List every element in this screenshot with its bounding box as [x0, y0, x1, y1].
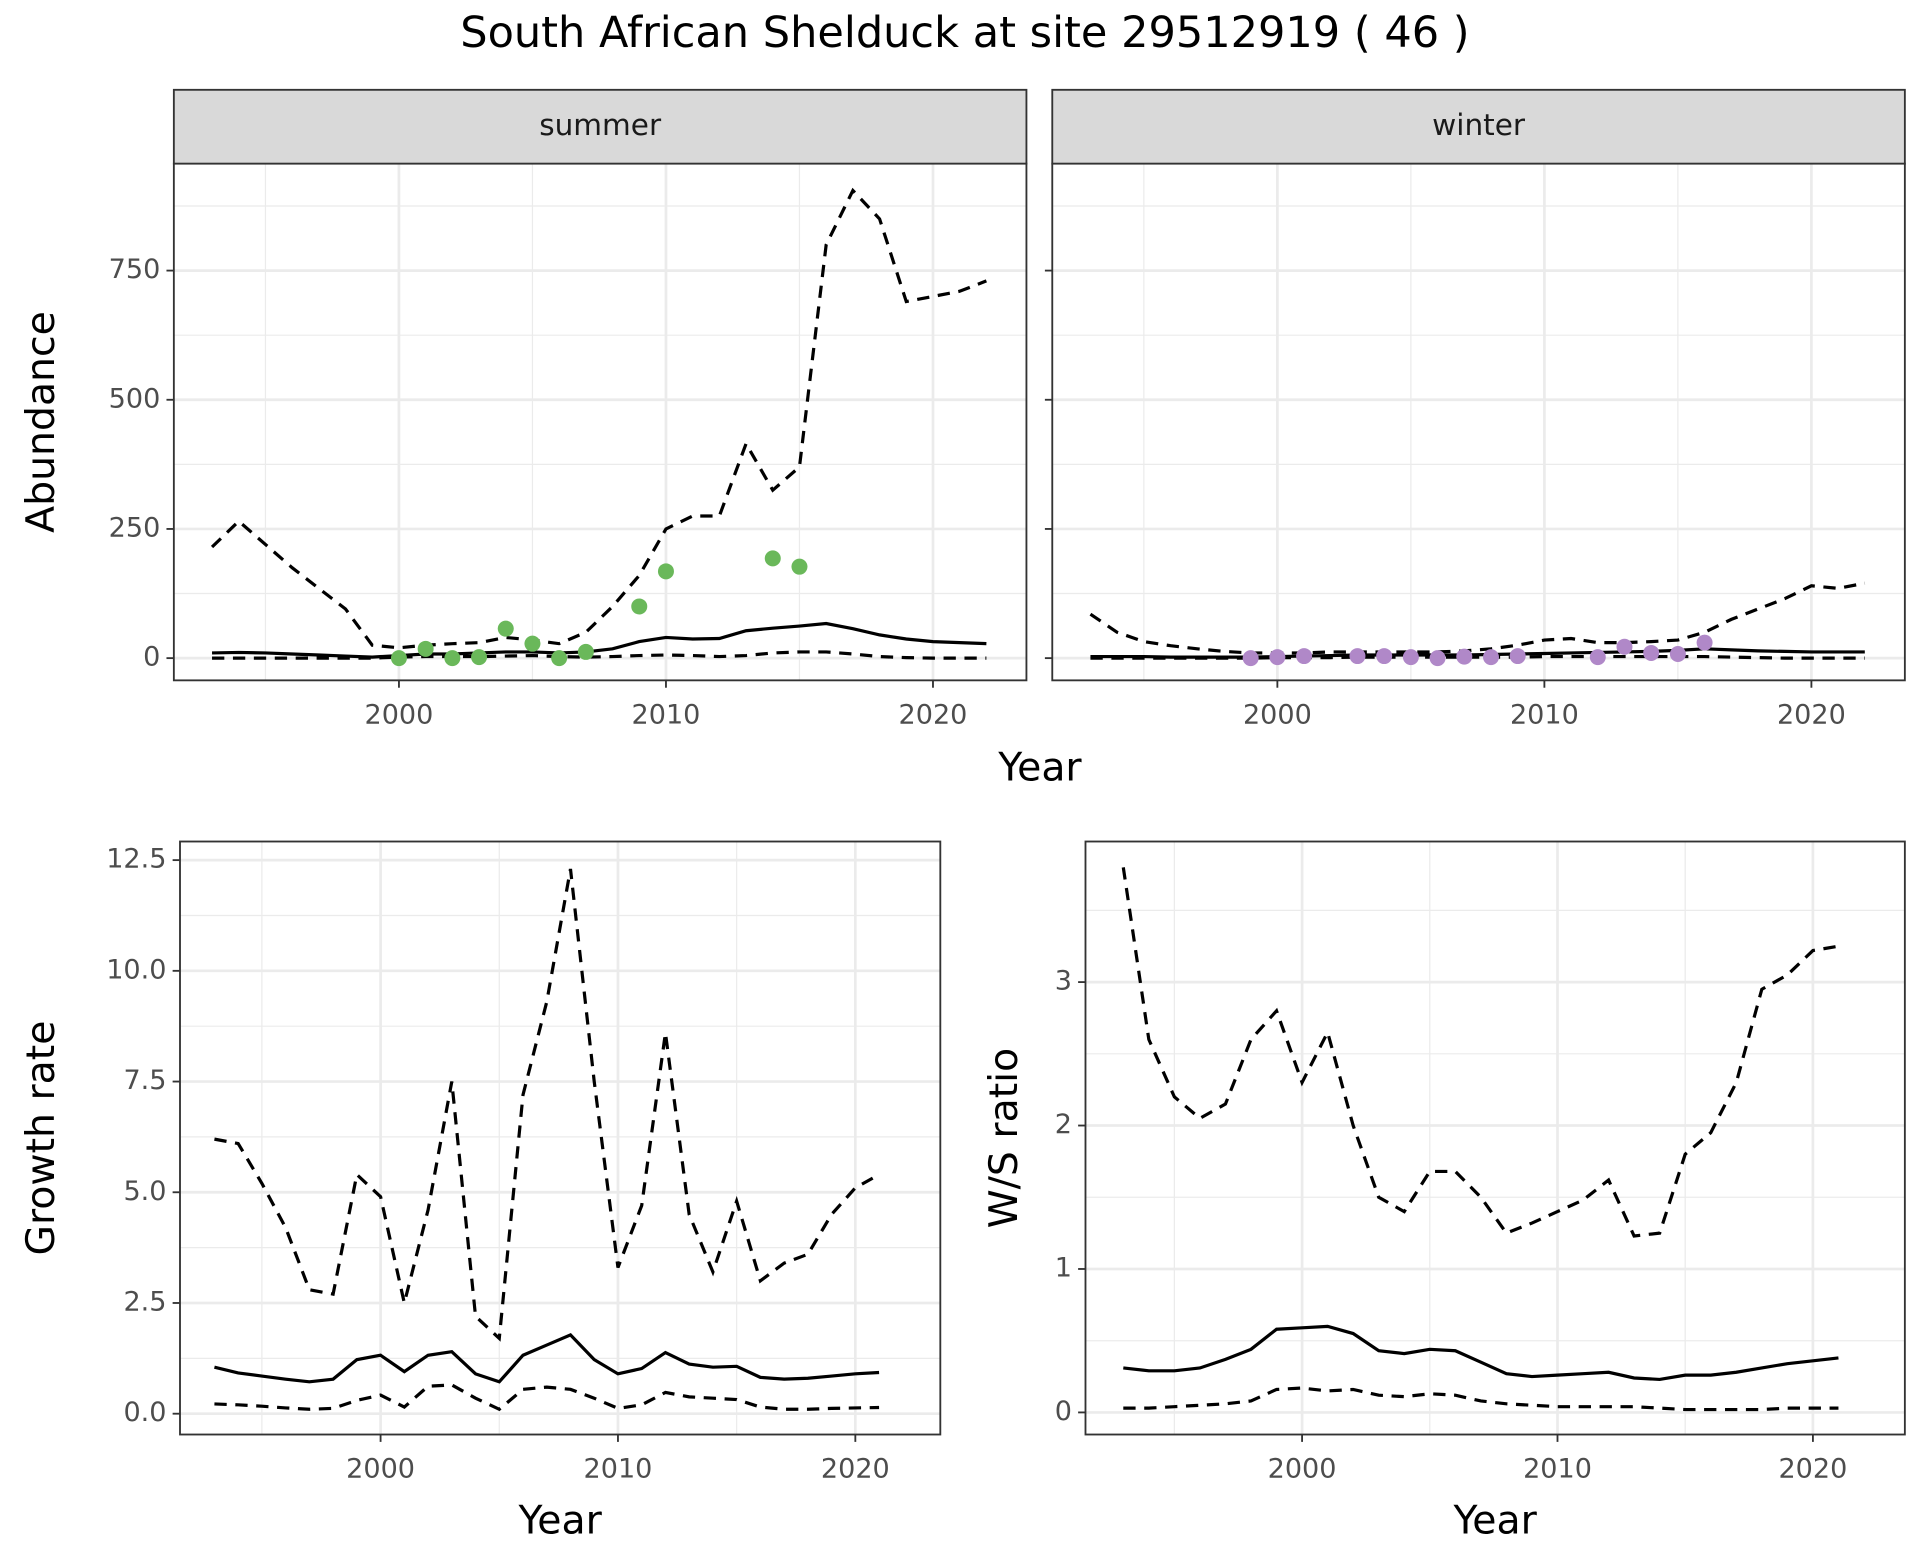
observed-point: [524, 635, 541, 652]
series-line: [214, 1332, 880, 1384]
observed-point: [1616, 638, 1633, 655]
panel-border: [1084, 840, 1906, 1436]
series-line: [214, 1383, 880, 1412]
observed-point: [497, 620, 514, 637]
x-axis-title: Year: [1453, 1498, 1538, 1544]
facet-strip: [1051, 88, 1906, 165]
y-tick-label: 3: [1055, 966, 1072, 997]
observed-point: [1429, 650, 1446, 667]
observed-point: [1402, 649, 1419, 666]
series-line: [212, 621, 987, 659]
observed-point: [657, 563, 674, 580]
observed-point: [1349, 648, 1366, 665]
y-tick-label: 5.0: [123, 1176, 166, 1207]
observed-point: [764, 550, 781, 567]
series-line: [212, 650, 987, 660]
observed-point: [1509, 648, 1526, 665]
observed-point: [444, 650, 461, 667]
series-line: [1090, 654, 1865, 660]
observed-point: [1696, 634, 1713, 651]
x-axis-title: Year: [517, 1498, 602, 1544]
y-tick-label: 1: [1055, 1252, 1072, 1283]
observed-point: [1376, 648, 1393, 665]
observed-point: [551, 650, 568, 667]
observed-point: [1482, 649, 1499, 666]
facet-label: winter: [1432, 108, 1526, 142]
observed-point: [1269, 649, 1286, 666]
observed-point: [390, 650, 407, 667]
y-tick-label: 500: [109, 383, 161, 414]
y-tick-label: 250: [109, 512, 161, 543]
series-line: [1123, 1386, 1839, 1412]
series-line: [210, 187, 987, 650]
y-tick-label: 12.5: [106, 844, 166, 875]
x-tick-label: 2020: [899, 700, 968, 731]
y-tick-label: 2: [1055, 1109, 1072, 1140]
observed-point: [471, 649, 488, 666]
x-tick-label: 2010: [1510, 700, 1579, 731]
figure-title: South African Shelduck at site 29512919 …: [460, 8, 1469, 58]
series-line: [1123, 1324, 1839, 1382]
x-tick-label: 2000: [346, 1454, 415, 1485]
x-tick-label: 2020: [821, 1454, 890, 1485]
observed-point: [1456, 648, 1473, 665]
y-axis-title: Growth rate: [18, 1021, 64, 1256]
observed-point: [631, 598, 648, 615]
facet-strip: [172, 88, 1028, 165]
y-tick-label: 0: [1055, 1396, 1072, 1427]
y-tick-label: 10.0: [106, 954, 166, 985]
observed-point: [1643, 644, 1660, 661]
panel-border: [1051, 162, 1906, 682]
x-tick-label: 2010: [632, 700, 701, 731]
x-tick-label: 2020: [1777, 700, 1846, 731]
x-tick-label: 2010: [584, 1454, 653, 1485]
series-line: [1089, 581, 1866, 655]
y-tick-label: 750: [109, 254, 161, 285]
x-tick-label: 2000: [365, 700, 434, 731]
x-tick-label: 2000: [1268, 1454, 1337, 1485]
panel-border: [179, 840, 942, 1436]
observed-point: [417, 640, 434, 657]
x-tick-label: 2020: [1778, 1454, 1847, 1485]
y-tick-label: 0: [143, 642, 160, 673]
y-tick-label: 7.5: [123, 1065, 166, 1096]
observed-point: [791, 558, 808, 575]
series-line: [214, 868, 880, 1342]
observed-point: [577, 643, 594, 660]
y-tick-label: 2.5: [123, 1286, 166, 1317]
observed-point: [1242, 650, 1259, 667]
observed-point: [1669, 645, 1686, 662]
series-line: [1121, 867, 1839, 1238]
y-axis-title: Abundance: [18, 311, 64, 533]
observed-point: [1296, 648, 1313, 665]
y-axis-title: W/S ratio: [981, 1048, 1027, 1228]
observed-point: [1589, 649, 1606, 666]
x-axis-title: Year: [997, 745, 1082, 791]
panel-border: [172, 162, 1028, 682]
x-tick-label: 2010: [1523, 1454, 1592, 1485]
y-tick-label: 0.0: [123, 1397, 166, 1428]
facet-label: summer: [539, 108, 662, 142]
x-tick-label: 2000: [1243, 700, 1312, 731]
